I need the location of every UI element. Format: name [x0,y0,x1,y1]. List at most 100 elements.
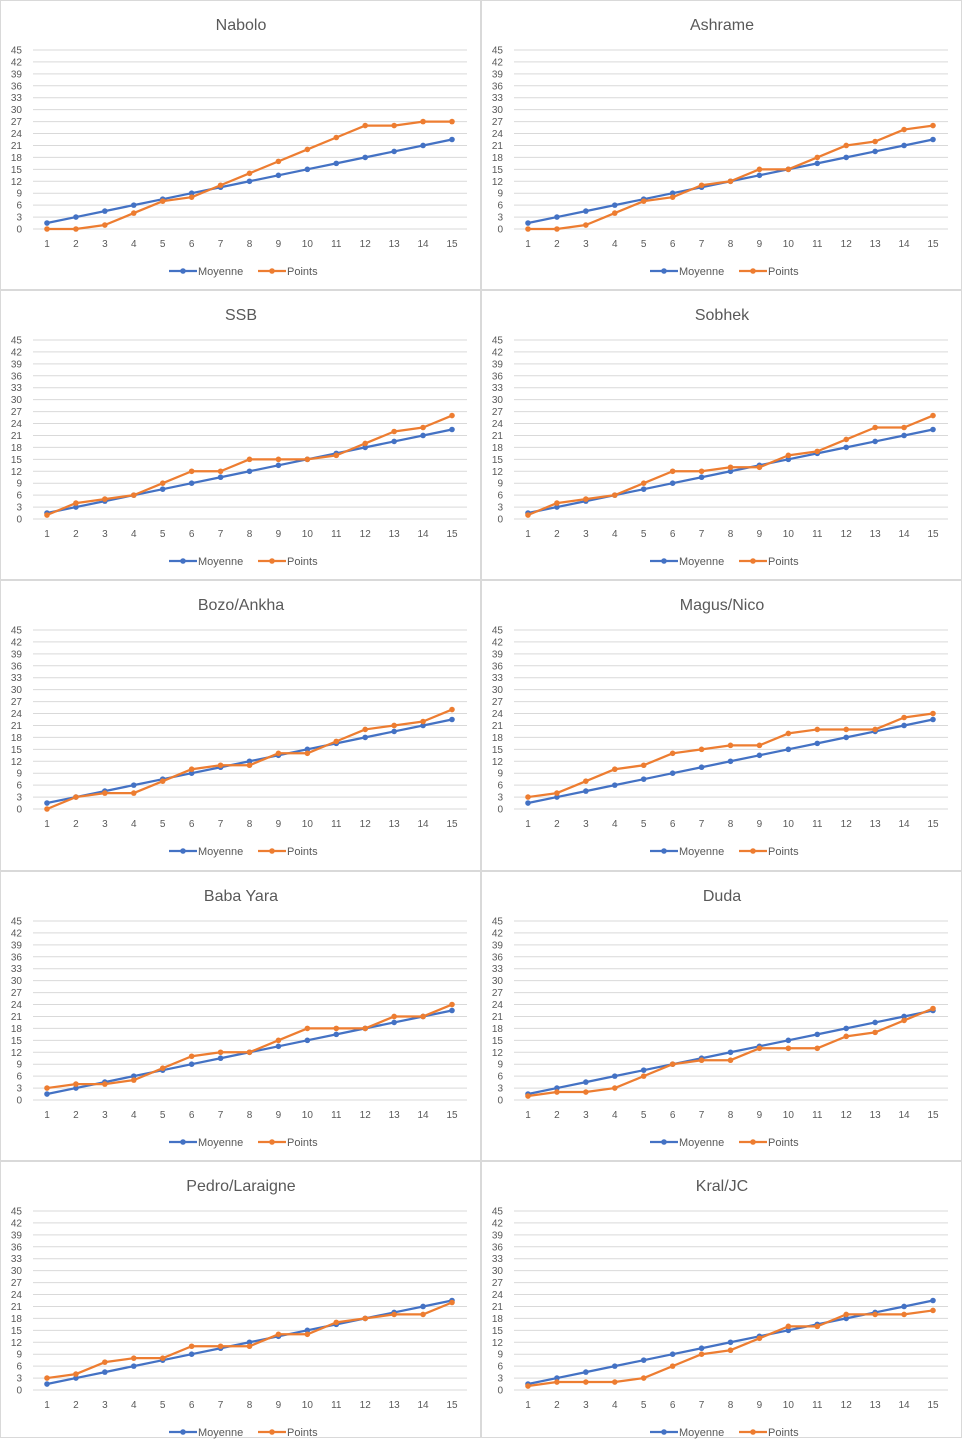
x-tick-label: 14 [418,819,430,830]
y-tick-label: 42 [492,347,504,358]
data-point-points [304,456,311,463]
y-tick-label: 15 [492,455,504,466]
legend-item: Points [258,266,318,278]
x-tick-label: 5 [160,1110,166,1121]
y-tick-label: 6 [16,781,22,792]
data-point-points [130,210,137,216]
y-tick-label: 15 [492,745,504,756]
legend-label: Points [287,1427,318,1439]
x-tick-label: 4 [612,239,618,250]
data-point-points [814,154,821,161]
data-point-points [669,468,676,475]
legend-marker-icon [180,268,186,274]
data-point-points [525,1093,531,1099]
data-point-points [698,468,705,475]
x-tick-label: 13 [870,239,882,250]
chart-title: Pedro/Laraigne [186,1178,296,1195]
x-tick-label: 3 [102,239,108,250]
data-point-points [246,1049,253,1056]
x-tick-label: 2 [73,1400,79,1411]
y-tick-label: 3 [16,503,22,514]
x-tick-label: 1 [525,529,531,540]
data-point-points [525,1383,531,1389]
legend-label: Points [768,266,799,278]
data-point-points [159,778,166,784]
data-point-moyenne [188,190,195,196]
y-tick-label: 9 [16,189,22,200]
y-tick-label: 39 [11,1230,23,1241]
chart-panel: SSB 0 3 6 9 12 15 18 21 24 27 30 33 36 39 42 45 1 2 3 4 5 6 7 8 9… [0,290,481,580]
data-point-points [872,424,878,431]
y-tick-label: 3 [16,1374,22,1385]
data-point-points [872,1029,878,1036]
data-point-moyenne [246,178,253,185]
data-point-points [275,1037,282,1044]
x-tick-label: 7 [218,1400,224,1411]
data-point-moyenne [333,1031,340,1038]
x-tick-label: 7 [218,529,224,540]
x-tick-label: 11 [331,239,342,250]
data-point-moyenne [611,1073,618,1079]
x-tick-label: 4 [131,1110,137,1121]
x-tick-label: 15 [446,1110,458,1121]
y-tick-label: 12 [492,1048,504,1059]
data-point-points [246,1343,253,1350]
legend-item: Moyenne [169,266,243,278]
x-tick-label: 7 [699,239,705,250]
x-tick-label: 11 [331,1110,342,1121]
y-tick-label: 33 [11,1254,23,1265]
data-point-moyenne [640,486,647,492]
chart-panel: Ashrame 0 3 6 9 12 15 18 21 24 27 30 33 36 39 42 45 1 2 3 4 5… [481,0,962,290]
x-tick-label: 3 [583,529,589,540]
x-tick-label: 1 [44,1110,50,1121]
legend-item: Points [258,1137,318,1149]
y-tick-label: 42 [11,637,23,648]
data-point-points [73,794,79,800]
data-point-points [391,1311,397,1318]
legend-marker-icon [661,268,667,274]
data-point-moyenne [525,220,531,226]
data-point-moyenne [814,1031,821,1038]
data-point-moyenne [130,1363,137,1369]
x-tick-label: 13 [870,1110,882,1121]
x-tick-label: 1 [44,529,50,540]
data-point-moyenne [785,456,792,463]
data-point-points [275,1331,282,1338]
data-point-points [814,726,821,733]
y-tick-label: 9 [497,1060,503,1071]
data-point-moyenne [391,148,397,155]
x-tick-label: 14 [418,239,430,250]
data-point-points [159,1065,166,1071]
y-tick-label: 39 [11,359,23,370]
data-point-moyenne [217,1055,224,1062]
y-tick-label: 27 [11,1278,23,1289]
data-point-moyenne [930,716,936,723]
y-tick-label: 3 [16,213,22,224]
data-point-points [130,1355,137,1361]
legend-label: Moyenne [679,266,724,278]
chart-panel: Pedro/Laraigne 0 3 6 9 12 15 18 21 24 27 30 33 36 39 42… [0,1161,481,1439]
x-tick-label: 14 [899,239,911,250]
data-point-moyenne [73,504,79,510]
legend-marker-icon [750,1139,756,1145]
x-tick-label: 1 [44,239,50,250]
x-tick-label: 10 [302,239,314,250]
x-tick-label: 14 [899,1110,911,1121]
chart-title: Bozo/Ankha [198,597,284,614]
x-tick-label: 2 [73,239,79,250]
data-point-points [73,1081,79,1087]
legend-item: Moyenne [169,846,243,858]
data-point-points [669,1363,676,1369]
x-tick-label: 15 [446,819,458,830]
y-tick-label: 6 [497,201,503,212]
data-point-moyenne [449,716,455,723]
chart-panel: Baba Yara 0 3 6 9 12 15 18 21 24 27 30 33 36 39 42 45 1 2 3… [0,871,481,1161]
x-tick-label: 5 [160,239,166,250]
y-tick-label: 36 [492,1242,504,1253]
y-tick-label: 9 [497,1350,503,1361]
data-point-points [872,138,878,145]
y-tick-label: 6 [497,1072,503,1083]
y-tick-label: 0 [16,1386,22,1397]
series-line-points [46,1003,453,1090]
